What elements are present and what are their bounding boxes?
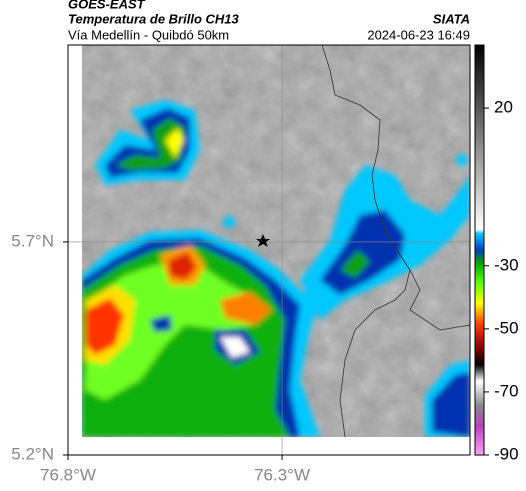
y-tick-label: 5.7°N: [11, 231, 54, 250]
station-marker: [256, 234, 270, 247]
subtitle: Temperatura de Brillo CH13: [68, 11, 240, 26]
colorbar-tick-label: -50: [494, 318, 519, 337]
borders: [321, 45, 470, 437]
colorbar-tick-label: -70: [494, 381, 519, 400]
satellite-image: [82, 45, 470, 437]
timestamp: 2024-06-23 16:49: [367, 27, 470, 42]
source: SIATA: [433, 11, 470, 26]
header: GOES-EAST Temperatura de Brillo CH13 Vía…: [68, 0, 470, 42]
x-tick-label: 76.3°W: [254, 465, 310, 484]
colorbar-tick-label: -30: [494, 255, 519, 274]
y-tick-label: 5.2°N: [11, 444, 54, 463]
route: Vía Medellín - Quibdó 50km: [68, 27, 229, 42]
map-frame: [67, 44, 471, 456]
title: GOES-EAST: [68, 0, 146, 11]
x-tick-label: 76.8°W: [40, 465, 96, 484]
colorbar-tick-label: -90: [494, 444, 519, 463]
colorbar: [474, 44, 485, 456]
colorbar-tick-label: 20: [494, 98, 513, 117]
